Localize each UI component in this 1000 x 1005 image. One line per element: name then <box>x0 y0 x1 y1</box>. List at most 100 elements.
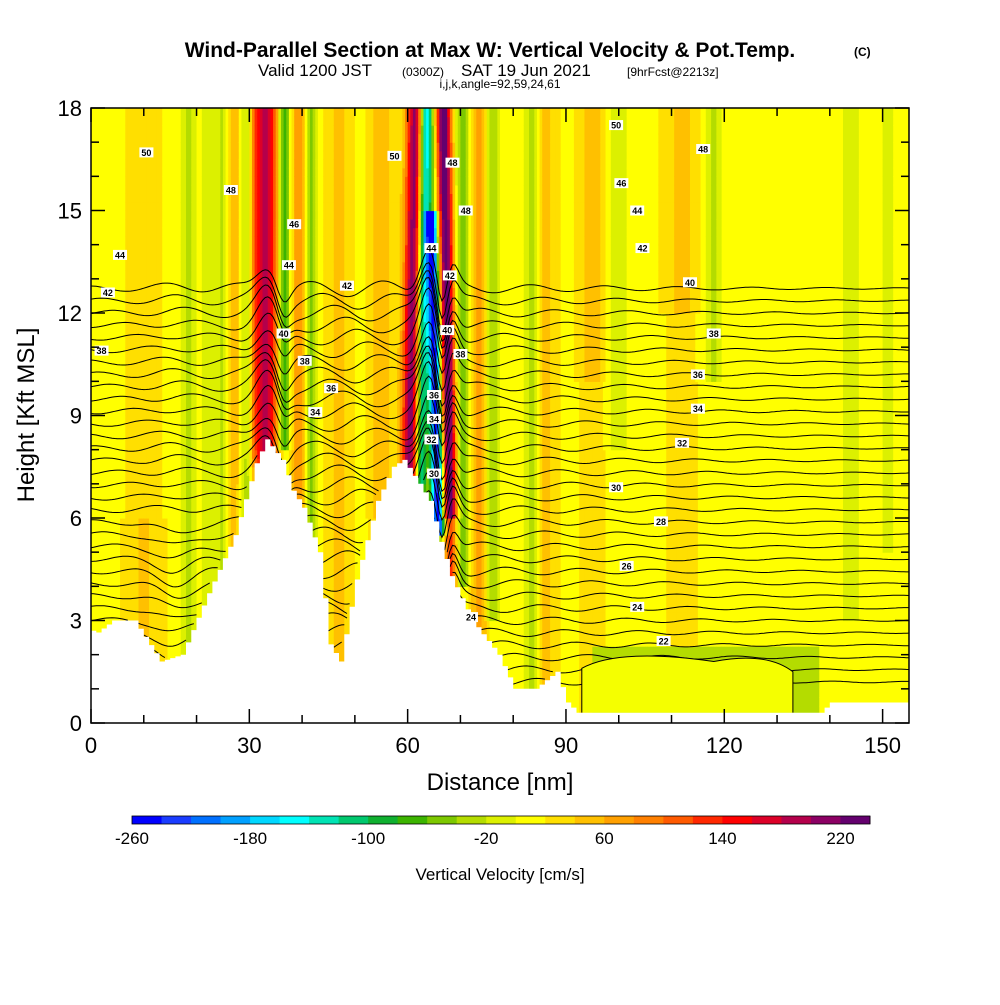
velocity-cell <box>125 133 129 143</box>
velocity-cell <box>96 424 100 434</box>
velocity-cell <box>138 535 142 545</box>
velocity-cell <box>114 424 118 434</box>
velocity-cell <box>175 594 179 605</box>
velocity-cell <box>143 381 148 391</box>
velocity-cell <box>127 142 132 152</box>
velocity-cell <box>154 381 158 391</box>
velocity-cell <box>135 227 140 237</box>
velocity-cell <box>106 184 111 195</box>
velocity-cell <box>96 372 100 382</box>
velocity-cell <box>159 364 163 374</box>
velocity-cell <box>175 586 179 596</box>
velocity-cell <box>143 569 148 579</box>
velocity-cell <box>164 569 169 579</box>
velocity-cell <box>151 492 155 502</box>
velocity-cell <box>91 432 95 442</box>
velocity-cell <box>133 500 137 511</box>
velocity-cell <box>159 321 163 331</box>
velocity-cell <box>120 330 124 340</box>
velocity-cell <box>138 611 142 622</box>
velocity-cell <box>170 219 174 229</box>
velocity-cell <box>106 603 111 613</box>
velocity-cell <box>101 509 105 519</box>
velocity-cell <box>141 372 145 382</box>
velocity-cell <box>146 381 150 391</box>
velocity-cell <box>112 321 116 331</box>
velocity-cell <box>146 432 150 442</box>
velocity-cell <box>167 500 171 511</box>
velocity-cell <box>114 116 118 126</box>
velocity-cell <box>162 142 166 152</box>
velocity-cell <box>164 287 169 297</box>
velocity-cell <box>96 586 100 596</box>
velocity-cell <box>125 210 129 220</box>
velocity-cell <box>93 176 97 186</box>
velocity-cell <box>146 526 150 536</box>
velocity-cell <box>151 475 155 485</box>
velocity-cell <box>130 167 134 177</box>
velocity-cell <box>154 483 158 493</box>
velocity-cell <box>109 108 113 118</box>
velocity-cell <box>93 492 97 502</box>
velocity-cell <box>112 347 116 357</box>
velocity-cell <box>172 253 177 263</box>
velocity-cell <box>109 543 113 553</box>
velocity-cell <box>162 406 166 417</box>
velocity-cell <box>101 125 105 135</box>
velocity-cell <box>159 184 163 195</box>
velocity-cell <box>164 184 169 195</box>
velocity-cell <box>146 338 150 348</box>
velocity-cell <box>162 552 166 562</box>
velocity-cell <box>146 466 150 476</box>
velocity-cell <box>104 125 108 135</box>
velocity-cell <box>156 338 161 348</box>
velocity-cell <box>143 193 148 203</box>
velocity-cell <box>106 398 111 408</box>
velocity-cell <box>159 577 163 587</box>
velocity-cell <box>141 492 145 502</box>
velocity-cell <box>96 159 100 169</box>
velocity-cell <box>98 603 103 613</box>
velocity-cell <box>112 338 116 348</box>
velocity-cell <box>167 389 171 400</box>
velocity-cell <box>125 406 129 417</box>
velocity-cell <box>101 543 105 553</box>
velocity-cell <box>96 176 100 186</box>
velocity-cell <box>101 475 105 485</box>
velocity-cell <box>164 201 169 212</box>
velocity-cell <box>117 159 121 169</box>
velocity-cell <box>133 253 137 263</box>
velocity-cell <box>112 500 116 511</box>
velocity-cell <box>167 518 171 528</box>
velocity-cell <box>167 646 171 656</box>
velocity-cell <box>93 201 97 212</box>
velocity-cell <box>120 338 124 348</box>
velocity-cell <box>98 475 103 485</box>
velocity-cell <box>133 150 137 160</box>
velocity-cell <box>114 150 118 160</box>
velocity-cell <box>164 654 169 664</box>
velocity-cell <box>159 176 163 186</box>
velocity-cell <box>117 304 121 314</box>
velocity-cell <box>127 424 132 434</box>
velocity-cell <box>162 483 166 493</box>
velocity-cell <box>112 518 116 528</box>
velocity-cell <box>106 295 111 306</box>
velocity-cell <box>170 552 174 562</box>
velocity-cell <box>125 475 129 485</box>
velocity-cell <box>96 603 100 613</box>
velocity-cell <box>156 372 161 382</box>
velocity-cell <box>170 287 174 297</box>
velocity-cell <box>138 389 142 400</box>
velocity-cell <box>141 500 145 511</box>
velocity-cell <box>114 219 118 229</box>
velocity-cell <box>138 398 142 408</box>
velocity-cell <box>178 560 182 570</box>
velocity-cell <box>156 509 161 519</box>
velocity-cell <box>146 219 150 229</box>
velocity-cell <box>167 629 171 639</box>
velocity-cell <box>170 338 174 348</box>
velocity-cell <box>138 167 142 177</box>
velocity-cell <box>106 458 111 468</box>
velocity-cell <box>141 552 145 562</box>
